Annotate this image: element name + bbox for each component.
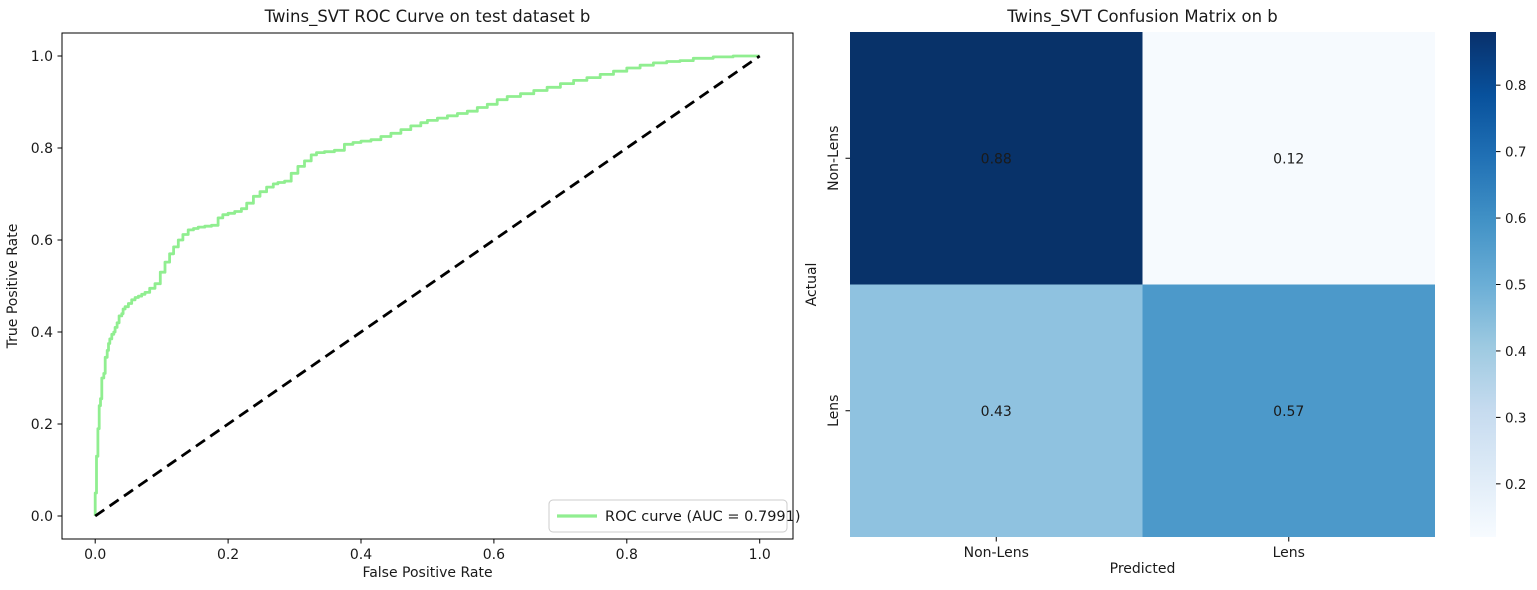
roc-axes-frame [61,32,794,540]
x-tick-label: 0.0 [84,547,106,563]
colorbar-tick-label: 0.3 [1505,410,1526,426]
roc-title: Twins_SVT ROC Curve on test dataset b [264,7,591,27]
legend-label: ROC curve (AUC = 0.7991) [605,509,801,525]
matrix-cell-value: 0.43 [981,404,1012,420]
y-tick-label: 0.2 [31,417,53,433]
matrix-cell [850,32,1143,285]
colorbar-tick-label: 0.4 [1505,344,1526,360]
confusion-matrix-subplot: Twins_SVT Confusion Matrix on b 0.88 0.12 0… [804,7,1435,577]
x-tick-label: 1.0 [749,547,771,563]
colorbar-tick-label: 0.7 [1505,145,1526,161]
legend-box [548,499,788,533]
colorbar: 0.2 0.3 0.4 0.5 0.6 0.7 0.8 [1470,32,1526,537]
matrix-x-tick-label: Non-Lens [964,545,1029,561]
roc-curve-line [93,54,760,516]
matrix-cell [1142,32,1435,285]
y-tick-label: 0.4 [31,325,53,341]
y-tick-label: 0.8 [31,141,53,157]
matrix-cell-value: 0.57 [1273,404,1304,420]
colorbar-tick-label: 0.8 [1505,78,1526,94]
confusion-matrix-title: Twins_SVT Confusion Matrix on b [1006,7,1278,27]
y-tick-label: 0.6 [31,233,53,249]
matrix-cell [850,284,1143,537]
matrix-cell-value: 0.12 [1273,151,1304,167]
x-tick-label: 0.4 [350,547,372,563]
matrix-cell [1142,284,1435,537]
y-tick-label: 1.0 [31,49,53,65]
roc-xaxis-label: False Positive Rate [362,565,492,581]
colorbar-bar [1470,32,1496,537]
matrix-xaxis-label: Predicted [1110,561,1176,577]
x-tick-label: 0.8 [616,547,638,563]
matrix-y-tick-label: Lens [826,395,842,427]
roc-yaxis-label: True Positive Rate [5,224,21,350]
colorbar-tick-label: 0.2 [1505,477,1526,493]
matrix-x-tick-label: Lens [1273,545,1305,561]
roc-subplot: Twins_SVT ROC Curve on test dataset b 0.0… [5,7,801,581]
colorbar-tick-label: 0.5 [1505,278,1526,294]
matrix-cell-value: 0.88 [981,151,1012,167]
x-tick-label: 0.6 [483,547,505,563]
roc-legend: ROC curve (AUC = 0.7991) [548,499,801,533]
matrix-y-tick-label: Non-Lens [826,126,842,191]
x-tick-label: 0.2 [217,547,239,563]
colorbar-tick-label: 0.6 [1505,211,1526,227]
matrix-yaxis-label: Actual [804,263,820,307]
chance-diagonal-line [94,54,761,518]
y-tick-label: 0.0 [31,509,53,525]
